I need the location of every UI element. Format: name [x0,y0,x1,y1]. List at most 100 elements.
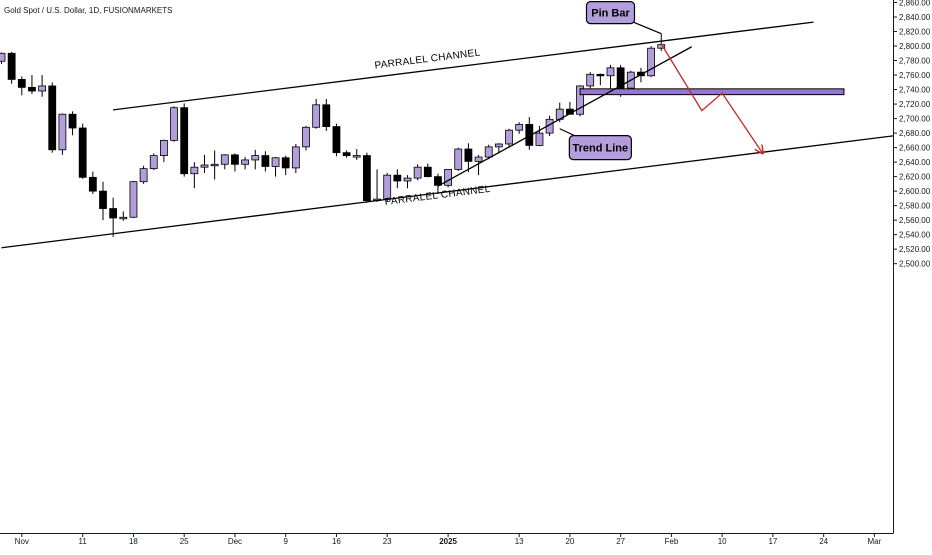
candle-body [616,67,625,89]
price-tick-label: 2,560.00 [899,216,931,225]
candle[interactable] [159,139,168,163]
price-tick-label: 2,800.00 [899,42,931,51]
candle[interactable] [403,175,412,189]
candle[interactable] [170,106,178,142]
candle-body [586,73,595,87]
candle-body [17,79,26,88]
candle[interactable] [119,211,128,221]
candle-body [484,146,493,158]
candle[interactable] [17,76,26,96]
candle[interactable] [454,147,463,171]
candle[interactable] [322,98,331,131]
candle-body [200,164,209,168]
candle[interactable] [88,171,97,195]
candle[interactable] [596,73,605,86]
candle-body [494,143,503,148]
candle[interactable] [78,123,87,179]
candle-body [352,155,361,158]
candle[interactable] [261,151,270,172]
date-tick-label: Dec [228,537,242,546]
candle[interactable] [241,157,250,170]
candle[interactable] [342,150,351,158]
candle-body [88,176,97,192]
candle[interactable] [474,154,483,176]
candle[interactable] [484,144,493,160]
candle[interactable] [200,154,209,173]
candle[interactable] [99,181,107,221]
candle[interactable] [38,75,46,97]
candle-body [525,123,534,146]
candle[interactable] [647,46,655,78]
candle[interactable] [231,153,239,172]
candle[interactable] [109,197,118,237]
candle[interactable] [312,98,321,129]
symbol-title: Gold Spot / U.S. Dollar, 1D, FUSIONMARKE… [4,6,173,15]
candle[interactable] [48,82,57,153]
candle[interactable] [332,123,341,157]
pin-bar-callout[interactable]: Pin Bar [585,1,662,35]
date-tick-label: Nov [15,537,29,546]
candle[interactable] [0,52,6,65]
candle-body [0,52,6,62]
candle[interactable] [515,122,524,134]
candle[interactable] [281,155,290,176]
date-tick-label: 27 [616,537,625,546]
candle[interactable] [464,143,473,173]
candle[interactable] [68,111,77,136]
candle[interactable] [505,128,513,147]
candle-body [139,168,148,183]
candle-body [38,85,46,92]
candle[interactable] [362,152,371,203]
candle[interactable] [251,149,260,170]
candle-body [68,113,77,129]
candle-body [535,132,544,146]
candle-body [332,126,341,154]
candle[interactable] [58,113,67,155]
candle-body [302,126,310,148]
trend-line-callout-text: Trend Line [573,143,629,155]
candle[interactable] [423,163,432,178]
candle[interactable] [393,169,402,189]
candle[interactable] [525,117,534,150]
candle[interactable] [494,143,503,154]
candle-body [444,168,453,186]
candle[interactable] [220,154,229,170]
candle[interactable] [413,164,422,181]
price-tick-label: 2,820.00 [899,28,931,37]
trend-line-callout-box [568,135,632,161]
candle[interactable] [210,150,219,180]
candle[interactable] [444,168,453,188]
candle[interactable] [271,157,280,177]
candle[interactable] [129,180,138,218]
trend-line-callout[interactable]: Trend Line [559,128,632,161]
candle[interactable] [149,153,158,171]
candle[interactable] [606,64,615,90]
date-tick-label: 20 [565,537,574,546]
candle-body [129,181,138,218]
candle[interactable] [302,125,310,151]
candle[interactable] [190,162,199,189]
candle[interactable] [291,143,300,173]
supply-demand-zone[interactable] [579,88,845,96]
candle[interactable] [7,51,16,84]
candle[interactable] [28,75,36,94]
projection-arrow[interactable] [660,43,763,154]
candle[interactable] [352,149,361,160]
candle-body [109,208,118,219]
upper-channel-line[interactable] [113,21,814,111]
price-tick-label: 2,700.00 [899,115,931,124]
candle[interactable] [535,125,544,147]
trend-line[interactable] [437,46,693,187]
candle-body [291,146,300,169]
candle-body [515,123,524,131]
candle-body [362,155,371,201]
candle-body [48,85,57,151]
candle[interactable] [139,165,148,184]
candle[interactable] [180,103,189,177]
candle-body [78,127,87,178]
candle-body [342,152,351,156]
price-tick-label: 2,760.00 [899,71,931,80]
candle[interactable] [373,169,381,203]
